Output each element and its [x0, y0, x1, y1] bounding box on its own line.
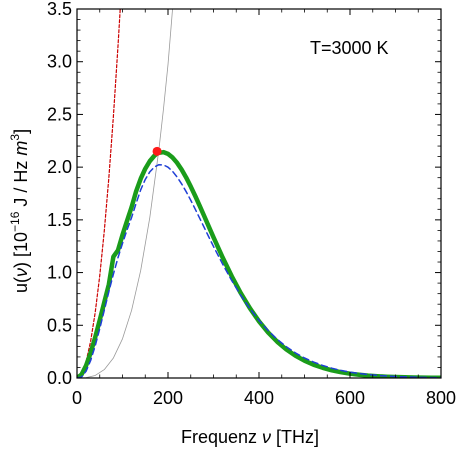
x-axis-title-suffix: [THz] [271, 427, 319, 447]
peak-marker [152, 146, 162, 156]
y-axis-title-unit: J / Hz [11, 156, 31, 212]
x-tick-label: 800 [426, 388, 456, 408]
x-tick-label: 400 [244, 388, 274, 408]
temperature-annotation: T=3000 K [310, 38, 389, 58]
y-tick-label: 3.0 [47, 52, 72, 72]
x-tick-label: 600 [335, 388, 365, 408]
y-axis-title-m-exponent: 3 [8, 134, 22, 141]
y-tick-label: 1.0 [47, 263, 72, 283]
series-line-solid-thick [77, 149, 441, 378]
x-tick-label: 200 [153, 388, 183, 408]
x-axis-title-prefix: Frequenz [181, 427, 262, 447]
x-axis-title: Frequenz ν [THz] [181, 427, 319, 447]
y-tick-label: 2.0 [47, 157, 72, 177]
series-line-dashed [77, 163, 441, 378]
y-tick-label: 1.5 [47, 210, 72, 230]
y-axis-title-close: ] [11, 129, 31, 134]
y-tick-label: 2.5 [47, 104, 72, 124]
y-axis-title-exponent: −16 [8, 211, 22, 232]
y-axis-title-middle: ) [10 [11, 232, 31, 268]
y-axis-title-symbol: ν [11, 268, 31, 277]
y-tick-label: 0.5 [47, 315, 72, 335]
y-axis-title-m: m [11, 141, 31, 156]
ticks: 0 200 400 600 800 0.0 0.5 1.0 1.5 2.0 2.5 3.0 3.5 [47, 0, 456, 408]
y-axis-title-prefix: u( [11, 277, 31, 293]
series-line-thin [77, 9, 173, 378]
y-tick-label: 3.5 [47, 0, 72, 19]
x-tick-label: 0 [72, 388, 82, 408]
plot-area [77, 9, 441, 378]
y-axis-title: u(ν) [10−16 J / Hz m3] [8, 129, 31, 293]
x-axis-title-symbol: ν [262, 427, 271, 447]
y-tick-label: 0.0 [47, 368, 72, 388]
